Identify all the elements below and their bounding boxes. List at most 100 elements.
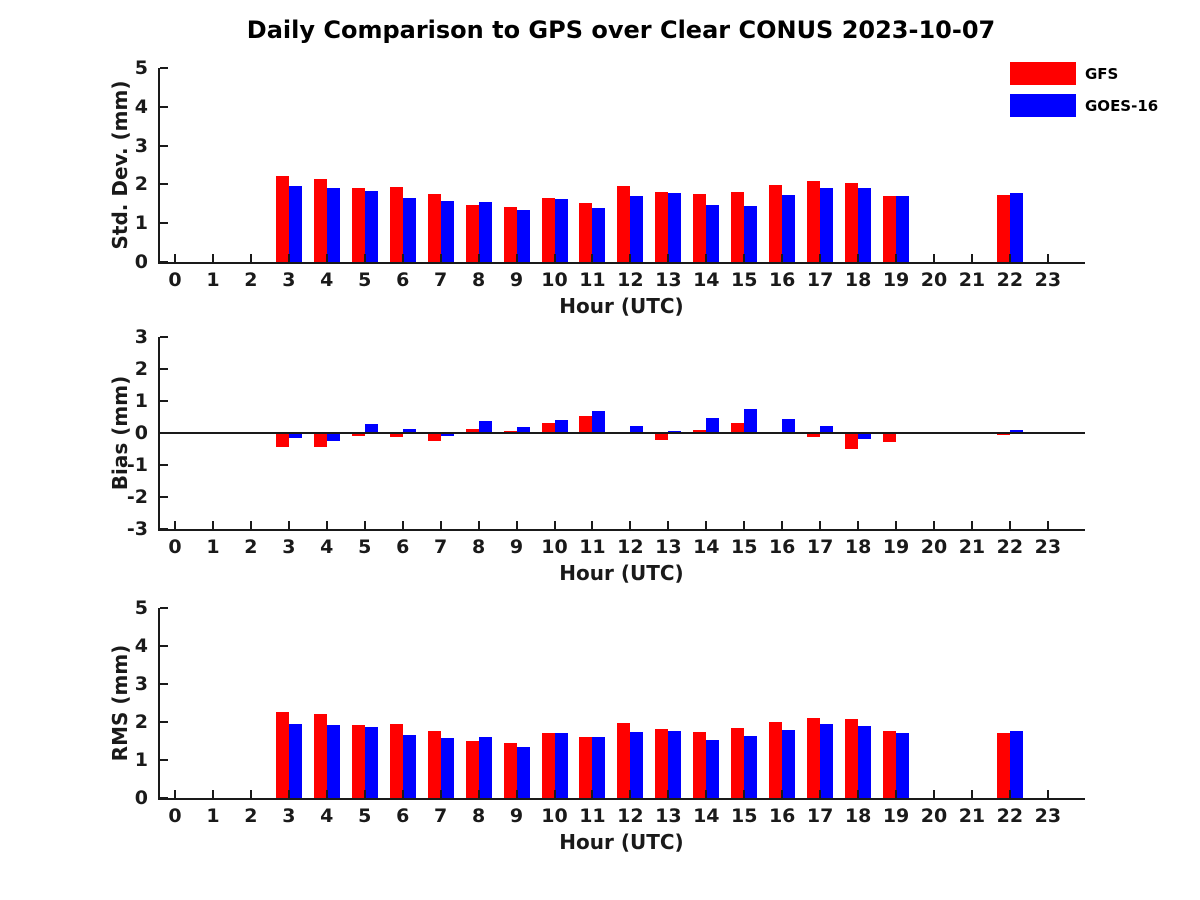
y-tick: [160, 144, 168, 147]
legend-label-goes16: GOES-16: [1085, 96, 1159, 115]
x-tick: [325, 254, 328, 262]
x-tick-label: 13: [655, 269, 682, 291]
x-tick: [363, 254, 366, 262]
x-tick: [667, 254, 670, 262]
x-tick-label: 9: [509, 536, 524, 558]
y-tick: [160, 464, 168, 466]
x-tick: [819, 254, 822, 262]
bar-goes-16-h3: [288, 723, 302, 798]
x-tick: [591, 521, 594, 529]
bar-gfs-h3: [275, 433, 289, 448]
bar-gfs-h15: [731, 423, 745, 433]
x-tick-label: 8: [471, 269, 486, 291]
x-tick: [1046, 521, 1049, 529]
bar-goes-16-h16: [782, 194, 796, 262]
bar-gfs-h4: [313, 179, 327, 262]
bar-goes-16-h13: [668, 192, 682, 262]
x-tick: [591, 790, 594, 798]
bar-goes-16-h9: [516, 747, 530, 798]
x-tick-label: 19: [882, 269, 910, 291]
x-tick-label: 15: [731, 805, 758, 827]
bar-gfs-h12: [617, 185, 631, 262]
x-tick-label: 1: [206, 536, 220, 558]
bar-gfs-h16: [769, 722, 783, 798]
y-tick-label: 2: [134, 711, 148, 733]
x-tick-label: 16: [768, 805, 796, 827]
bar-goes-16-h12: [630, 732, 644, 798]
legend-item-gfs: GFS: [1010, 62, 1158, 85]
bar-goes-16-h4: [326, 433, 340, 441]
y-tick: [160, 261, 168, 263]
bar-gfs-h8: [465, 204, 479, 262]
zero-line: [158, 432, 1085, 434]
x-tick: [743, 254, 746, 262]
y-tick: [160, 528, 168, 530]
bar-goes-16-h16: [782, 729, 796, 798]
y-tick: [160, 222, 168, 225]
x-tick: [477, 254, 480, 262]
bar-goes-16-h11: [592, 410, 606, 433]
x-axis-label: Hour (UTC): [559, 561, 684, 585]
y-tick-label: 0: [134, 251, 148, 273]
x-tick: [781, 254, 784, 262]
y-tick: [160, 432, 168, 434]
y-tick: [160, 607, 168, 609]
bar-goes-16-h10: [554, 198, 568, 262]
x-tick: [970, 254, 973, 262]
bar-gfs-h5: [351, 187, 365, 262]
x-tick: [1046, 254, 1049, 262]
bar-goes-16-h8: [478, 736, 492, 798]
bar-goes-16-h6: [402, 428, 416, 433]
bar-goes-16-h13: [668, 730, 682, 798]
bar-gfs-h6: [389, 723, 403, 798]
bar-goes-16-h5: [364, 726, 378, 798]
bar-gfs-h22: [996, 195, 1010, 262]
y-tick: [160, 797, 168, 799]
bar-goes-16-h15: [744, 206, 758, 262]
x-tick: [857, 521, 860, 529]
bar-gfs-h7: [427, 194, 441, 262]
x-tick-label: 18: [844, 805, 872, 827]
x-tick-label: 18: [844, 536, 872, 558]
bar-goes-16-h16: [782, 418, 796, 433]
bar-goes-16-h18: [858, 433, 872, 440]
bar-goes-16-h5: [364, 190, 378, 262]
bar-goes-16-h9: [516, 210, 530, 262]
x-tick-label: 17: [806, 269, 834, 291]
bar-gfs-h17: [807, 718, 821, 798]
x-tick: [553, 521, 556, 529]
gfs-color-swatch: [1010, 62, 1076, 85]
bar-goes-16-h10: [554, 733, 568, 798]
x-tick-label: 16: [768, 536, 796, 558]
x-tick-label: 0: [168, 269, 182, 291]
x-tick: [439, 521, 442, 529]
bar-goes-16-h4: [326, 724, 340, 798]
bar-gfs-h13: [655, 433, 669, 441]
legend: GFS GOES-16: [1010, 62, 1158, 126]
bar-goes-16-h3: [288, 433, 302, 438]
y-tick-label: 3: [134, 326, 148, 348]
x-tick-label: 22: [996, 805, 1024, 827]
x-tick: [515, 254, 518, 262]
bar-gfs-h22: [996, 733, 1010, 798]
bar-gfs-h3: [275, 712, 289, 798]
y-tick-label: 5: [134, 597, 148, 619]
x-tick: [174, 790, 176, 798]
y-tick: [160, 496, 168, 498]
x-tick-label: 1: [206, 269, 220, 291]
x-tick: [1046, 790, 1049, 798]
y-tick-label: 3: [134, 134, 148, 157]
x-tick: [629, 254, 632, 262]
bar-goes-16-h14: [706, 418, 720, 433]
bar-goes-16-h4: [326, 188, 340, 262]
bar-gfs-h18: [845, 719, 859, 798]
x-tick-label: 20: [920, 536, 948, 558]
bar-gfs-h11: [579, 203, 593, 262]
x-tick-label: 3: [282, 536, 296, 558]
x-tick-label: 20: [920, 805, 948, 827]
bar-gfs-h9: [503, 206, 517, 262]
y-tick: [160, 683, 168, 685]
x-tick-label: 7: [434, 536, 448, 558]
bar-gfs-h9: [503, 430, 517, 433]
bar-goes-16-h11: [592, 207, 606, 262]
